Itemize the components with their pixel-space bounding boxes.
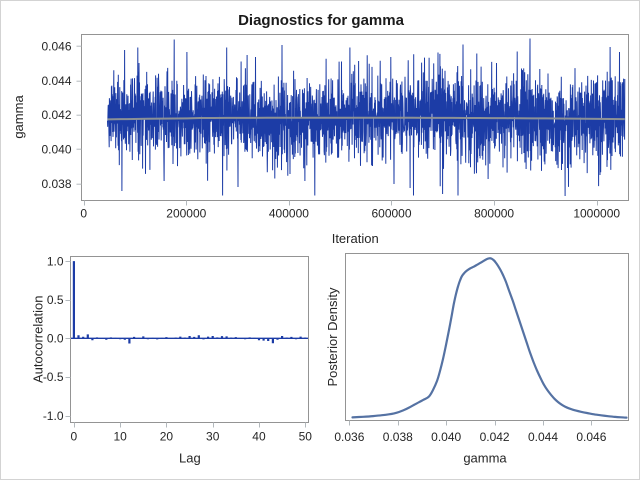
svg-text:0.042: 0.042 [41,108,71,122]
svg-text:200000: 200000 [166,206,206,220]
svg-text:0.046: 0.046 [576,430,606,444]
svg-text:50: 50 [299,430,313,444]
svg-text:0.040: 0.040 [41,143,71,157]
svg-text:Diagnostics for gamma: Diagnostics for gamma [238,12,405,29]
svg-text:0.036: 0.036 [334,430,364,444]
svg-text:gamma: gamma [463,450,507,465]
svg-text:-0.5: -0.5 [43,370,64,384]
svg-text:0: 0 [80,206,87,220]
svg-text:0.040: 0.040 [431,430,461,444]
svg-text:0.0: 0.0 [47,332,64,346]
svg-text:20: 20 [160,430,174,444]
svg-text:0.044: 0.044 [41,74,71,88]
svg-text:0.044: 0.044 [528,430,558,444]
svg-text:1000000: 1000000 [573,206,620,220]
svg-text:Autocorrelation: Autocorrelation [31,296,46,383]
svg-text:0.5: 0.5 [47,293,64,307]
svg-text:0.038: 0.038 [41,177,71,191]
svg-text:0.046: 0.046 [41,40,71,54]
svg-text:Iteration: Iteration [332,231,379,246]
svg-text:600000: 600000 [371,206,411,220]
svg-text:40: 40 [252,430,266,444]
svg-text:Posterior Density: Posterior Density [325,287,340,386]
svg-text:0: 0 [71,430,78,444]
svg-text:800000: 800000 [474,206,514,220]
svg-text:1.0: 1.0 [47,254,64,268]
svg-text:0.038: 0.038 [383,430,413,444]
svg-text:30: 30 [206,430,220,444]
svg-text:gamma: gamma [11,95,26,139]
svg-text:Lag: Lag [179,450,201,465]
svg-text:400000: 400000 [269,206,309,220]
svg-text:10: 10 [113,430,127,444]
svg-text:-1.0: -1.0 [43,409,64,423]
svg-text:0.042: 0.042 [480,430,510,444]
